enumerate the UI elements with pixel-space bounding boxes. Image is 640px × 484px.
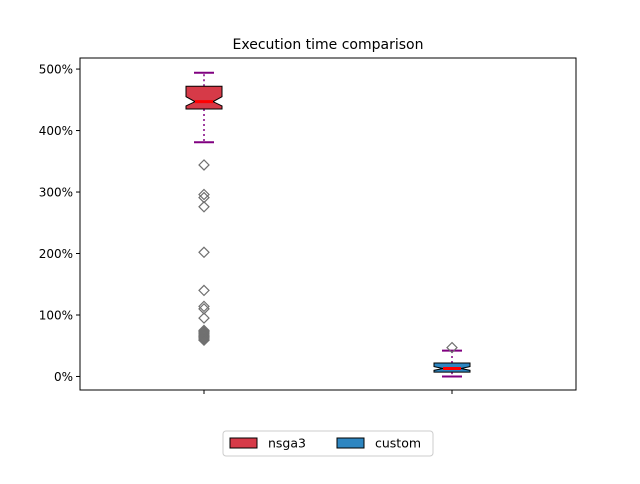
outlier-point <box>198 329 210 342</box>
outlier-point <box>446 341 458 354</box>
outlier-point <box>198 328 210 340</box>
y-axis: 0% 100% 200% 300% 400% 500% <box>39 63 80 384</box>
y-tick-label: 0% <box>54 370 73 384</box>
box-series-group <box>185 71 471 378</box>
x-axis <box>203 390 453 394</box>
outlier-point <box>198 330 210 343</box>
outlier-point <box>198 200 210 213</box>
legend-swatch-custom <box>336 437 365 449</box>
y-tick-label: 500% <box>39 63 73 77</box>
outlier-point <box>198 246 210 259</box>
y-tick-label: 200% <box>39 247 73 261</box>
legend-swatch-nsga3 <box>229 437 258 449</box>
outlier-point <box>198 312 210 324</box>
chart-title: Execution time comparison <box>233 37 424 53</box>
outlier-point <box>198 326 210 339</box>
legend-frame <box>222 430 434 457</box>
outlier-point <box>198 159 210 171</box>
outlier-point <box>198 300 210 313</box>
outlier-point <box>198 334 210 347</box>
box-custom <box>433 341 471 378</box>
y-tick-label: 400% <box>39 124 73 138</box>
box-body <box>185 85 223 110</box>
outlier-point <box>198 331 210 344</box>
y-tick-label: 300% <box>39 186 73 200</box>
plot-area <box>79 57 577 391</box>
outlier-point <box>198 188 210 201</box>
box-nsga3 <box>185 71 223 347</box>
outlier-point <box>198 325 210 338</box>
outlier-point <box>198 284 210 297</box>
legend-label-nsga3: nsga3 <box>268 436 306 451</box>
legend: nsga3 custom <box>222 430 434 457</box>
outlier-point <box>198 333 210 345</box>
legend-label-custom: custom <box>375 436 421 451</box>
y-tick-label: 100% <box>39 308 73 322</box>
